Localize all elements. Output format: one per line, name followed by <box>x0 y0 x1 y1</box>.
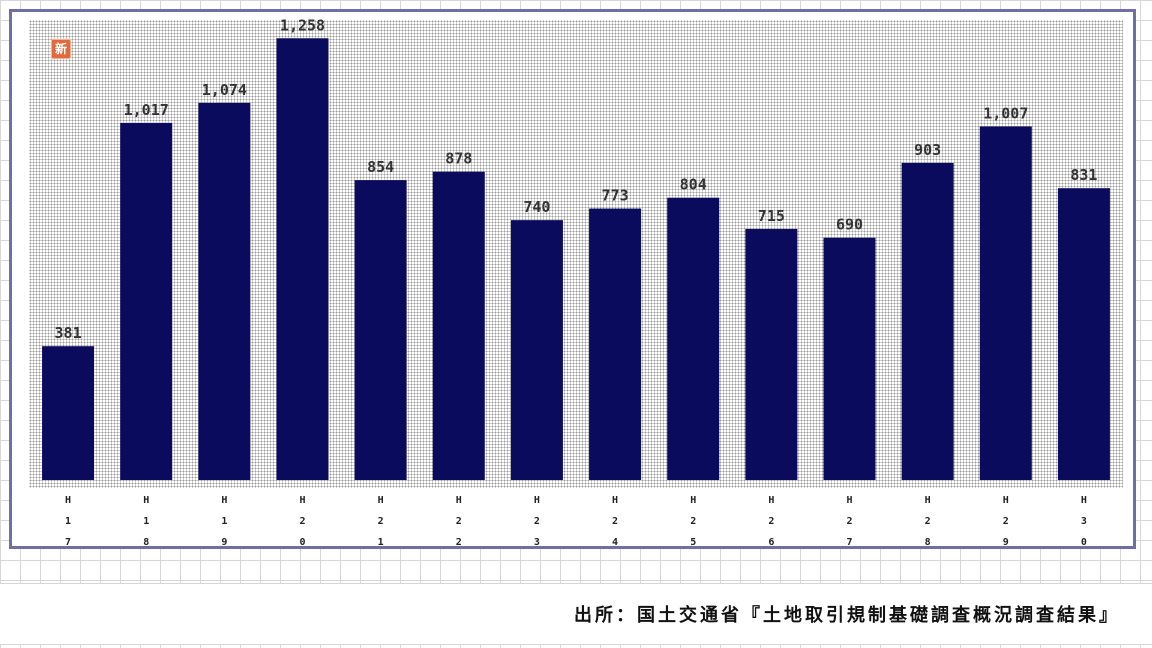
bar-h21 <box>354 180 407 480</box>
value-label-h25: 804 <box>680 176 707 194</box>
bar-h20 <box>276 38 329 480</box>
bar-h29 <box>979 126 1032 481</box>
source-bar: 出所：国土交通省『土地取引規制基礎調査概況調査結果』 <box>0 583 1152 645</box>
value-label-h26: 715 <box>758 207 785 225</box>
value-label-h18: 1,017 <box>124 101 169 119</box>
value-label-h27: 690 <box>836 216 863 234</box>
value-label-h19: 1,074 <box>202 81 247 99</box>
value-label-h29: 1,007 <box>983 104 1028 122</box>
chart-frame: 新 381 H 1 7 1,017 H 1 8 1,074 H 1 9 1,258 H 2 0 854 H 2 1 87… <box>9 9 1136 549</box>
value-label-h24: 773 <box>602 187 629 205</box>
value-label-h30: 831 <box>1070 166 1097 184</box>
value-label-h21: 854 <box>367 158 394 176</box>
bar-h18 <box>120 122 173 480</box>
value-label-h28: 903 <box>914 141 941 159</box>
bar-h19 <box>198 102 251 480</box>
bar-chart: 381 H 1 7 1,017 H 1 8 1,074 H 1 9 1,258 H 2 0 854 H 2 1 878 H… <box>42 16 1110 548</box>
bar-h26 <box>745 228 798 480</box>
bar-h24 <box>589 208 642 480</box>
bar-h22 <box>432 171 485 481</box>
value-label-h23: 740 <box>523 198 550 216</box>
bar-h25 <box>667 197 720 480</box>
bar-h17 <box>42 346 95 480</box>
value-label-h22: 878 <box>445 150 472 168</box>
new-badge: 新 <box>51 39 71 59</box>
bar-h30 <box>1057 188 1110 480</box>
bar-h27 <box>823 237 876 480</box>
value-label-h17: 381 <box>55 324 82 342</box>
value-label-h20: 1,258 <box>280 16 325 34</box>
source-note: 出所：国土交通省『土地取引規制基礎調査概況調査結果』 <box>574 605 1120 626</box>
bar-h23 <box>510 220 563 481</box>
bar-h28 <box>901 162 954 481</box>
